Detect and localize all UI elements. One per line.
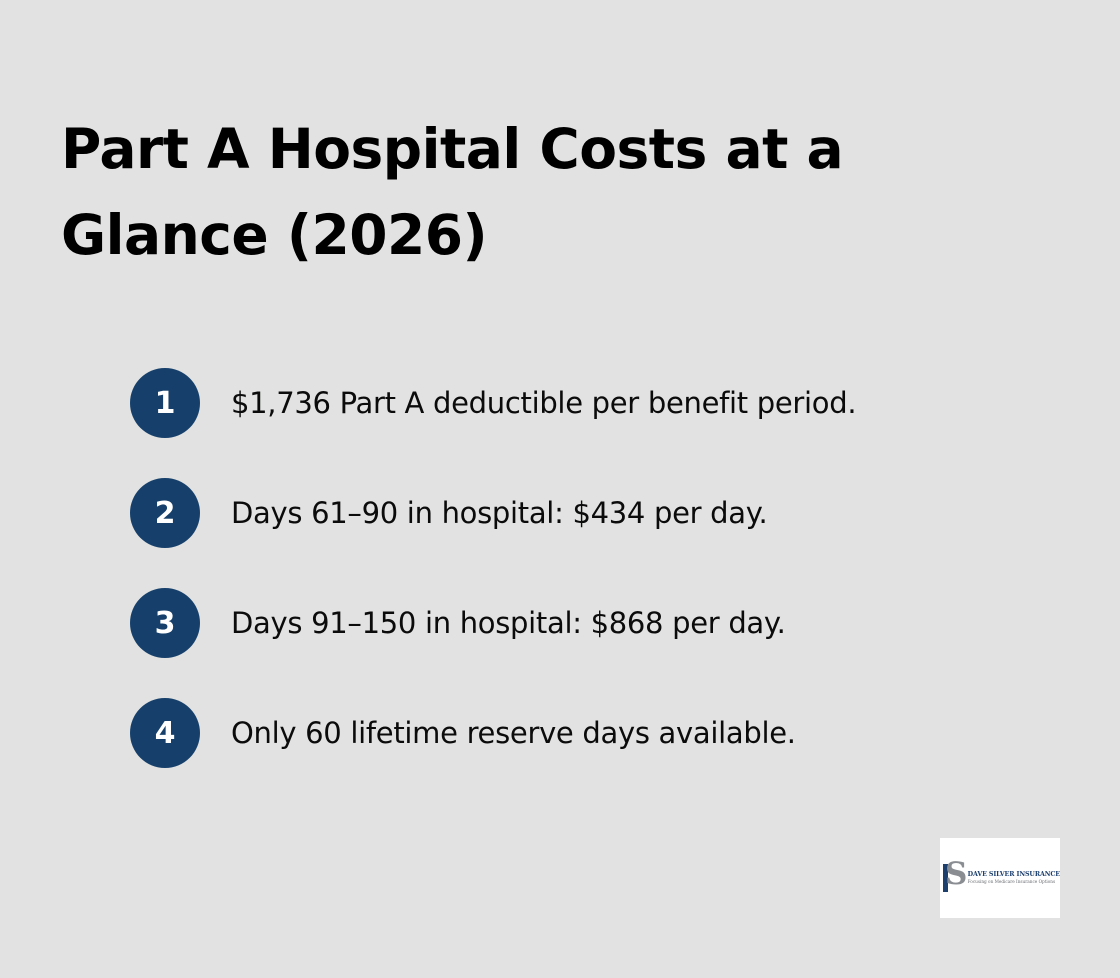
number-badge: 4	[130, 698, 200, 768]
number-badge: 3	[130, 588, 200, 658]
company-logo: S DAVE SILVER INSURANCE Focusing on Medi…	[940, 838, 1060, 918]
list-item: 2 Days 61–90 in hospital: $434 per day.	[130, 478, 856, 548]
number-badge: 2	[130, 478, 200, 548]
logo-s-icon: S	[943, 856, 968, 892]
logo-company-name: DAVE SILVER INSURANCE	[967, 871, 1060, 879]
list-item: 4 Only 60 lifetime reserve days availabl…	[130, 698, 856, 768]
page-title: Part A Hospital Costs at a Glance (2026)	[61, 117, 844, 267]
number-badge: 1	[130, 368, 200, 438]
logo-tagline: Focusing on Medicare Insurance Options	[967, 878, 1056, 884]
list-item: 1 $1,736 Part A deductible per benefit p…	[130, 368, 857, 438]
list-item-text: Days 61–90 in hospital: $434 per day.	[231, 496, 768, 530]
list-item-text: Days 91–150 in hospital: $868 per day.	[231, 606, 786, 640]
list-item-text: $1,736 Part A deductible per benefit per…	[231, 386, 857, 420]
list-item: 3 Days 91–150 in hospital: $868 per day.	[130, 588, 856, 658]
list-item-text: Only 60 lifetime reserve days available.	[231, 716, 796, 750]
cost-list: 1 $1,736 Part A deductible per benefit p…	[130, 368, 857, 808]
